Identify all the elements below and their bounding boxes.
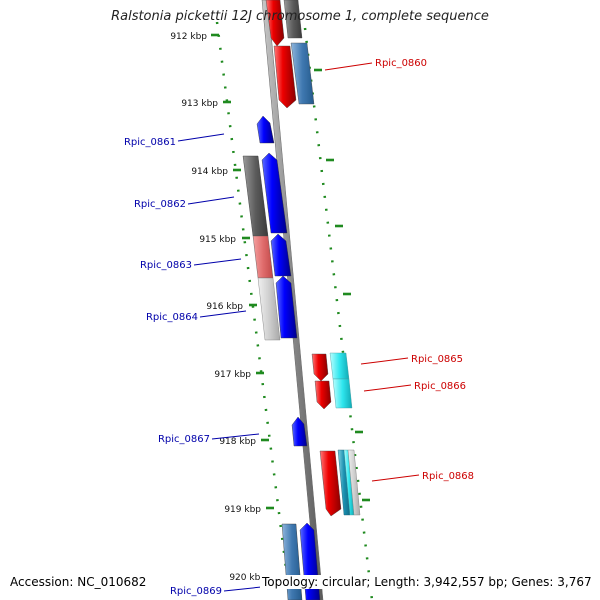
- gene-label-rpic-0860[interactable]: Rpic_0860: [375, 58, 427, 69]
- gene-label-rpic-0862[interactable]: Rpic_0862: [134, 199, 186, 210]
- gene-arrow-reverse: [311, 353, 329, 382]
- gene-arrow-cyan: [332, 378, 353, 409]
- gene-arrow-reverse: [319, 450, 342, 517]
- gene-label-rpic-0866[interactable]: Rpic_0866: [414, 381, 466, 392]
- gene-labels: Rpic_0860 Rpic_0861 Rpic_0862 Rpic_0863 …: [124, 58, 474, 597]
- gene-arrow-silver: [347, 449, 361, 516]
- kbp-tick-labels: 912 kbp 913 kbp 914 kbp 915 kbp 916 kbp …: [170, 32, 266, 583]
- gene-label-rpic-0863[interactable]: Rpic_0863: [140, 260, 192, 271]
- gene-arrow-forward: [256, 115, 275, 144]
- right-tick-rail: [303, 27, 374, 600]
- gene-label-leaders: [177, 62, 420, 592]
- leader-line: [363, 384, 412, 392]
- leader-line: [371, 474, 420, 482]
- kbp-tick-label: 917 kbp: [214, 370, 251, 380]
- gene-label-rpic-0868[interactable]: Rpic_0868: [422, 471, 474, 482]
- kbp-tick-label: 920 kbp: [229, 573, 266, 583]
- gene-arrow-steel: [290, 42, 315, 105]
- leader-line: [360, 357, 409, 365]
- gene-arrow-cyan: [329, 352, 350, 380]
- gene-arrow-forward: [270, 233, 292, 277]
- sequence-summary: Topology: circular; Length: 3,942,557 bp…: [260, 575, 594, 589]
- major-ticks: [211, 33, 370, 510]
- gene-label-rpic-0861[interactable]: Rpic_0861: [124, 137, 176, 148]
- leader-line: [211, 433, 260, 440]
- kbp-tick-label: 916 kbp: [206, 302, 243, 312]
- leader-line: [187, 196, 235, 205]
- gene-arrow-forward: [261, 152, 288, 234]
- gene-label-rpic-0867[interactable]: Rpic_0867: [158, 434, 210, 445]
- leader-line: [177, 133, 225, 142]
- gene-arrow-silver: [257, 277, 281, 341]
- kbp-tick-label: 915 kbp: [199, 235, 236, 245]
- leader-line: [324, 62, 373, 71]
- gene-arrow-reverse: [273, 45, 297, 109]
- leader-line: [193, 258, 242, 266]
- kbp-tick-label: 913 kbp: [181, 99, 218, 109]
- gene-label-rpic-0869[interactable]: Rpic_0869: [170, 586, 222, 597]
- map-title: Ralstonia pickettii 12J chromosome 1, co…: [111, 9, 489, 24]
- gene-arrow-reverse: [265, 0, 285, 47]
- kbp-tick-label: 912 kbp: [170, 32, 207, 42]
- gene-label-rpic-0864[interactable]: Rpic_0864: [146, 312, 198, 323]
- accession-text: Accession: NC_010682: [8, 575, 149, 589]
- gene-arrow-forward: [275, 275, 298, 339]
- kbp-tick-label: 918 kbp: [219, 437, 256, 447]
- kbp-tick-label: 919 kbp: [224, 505, 261, 515]
- gene-label-rpic-0865[interactable]: Rpic_0865: [411, 354, 463, 365]
- gene-arrow-gray: [283, 0, 303, 39]
- kbp-tick-label: 914 kbp: [191, 167, 228, 177]
- gene-arrow-reverse: [314, 380, 332, 410]
- gene-arrow-forward: [291, 416, 308, 447]
- gene-arrow-salmon: [252, 235, 274, 279]
- leader-line: [199, 310, 247, 318]
